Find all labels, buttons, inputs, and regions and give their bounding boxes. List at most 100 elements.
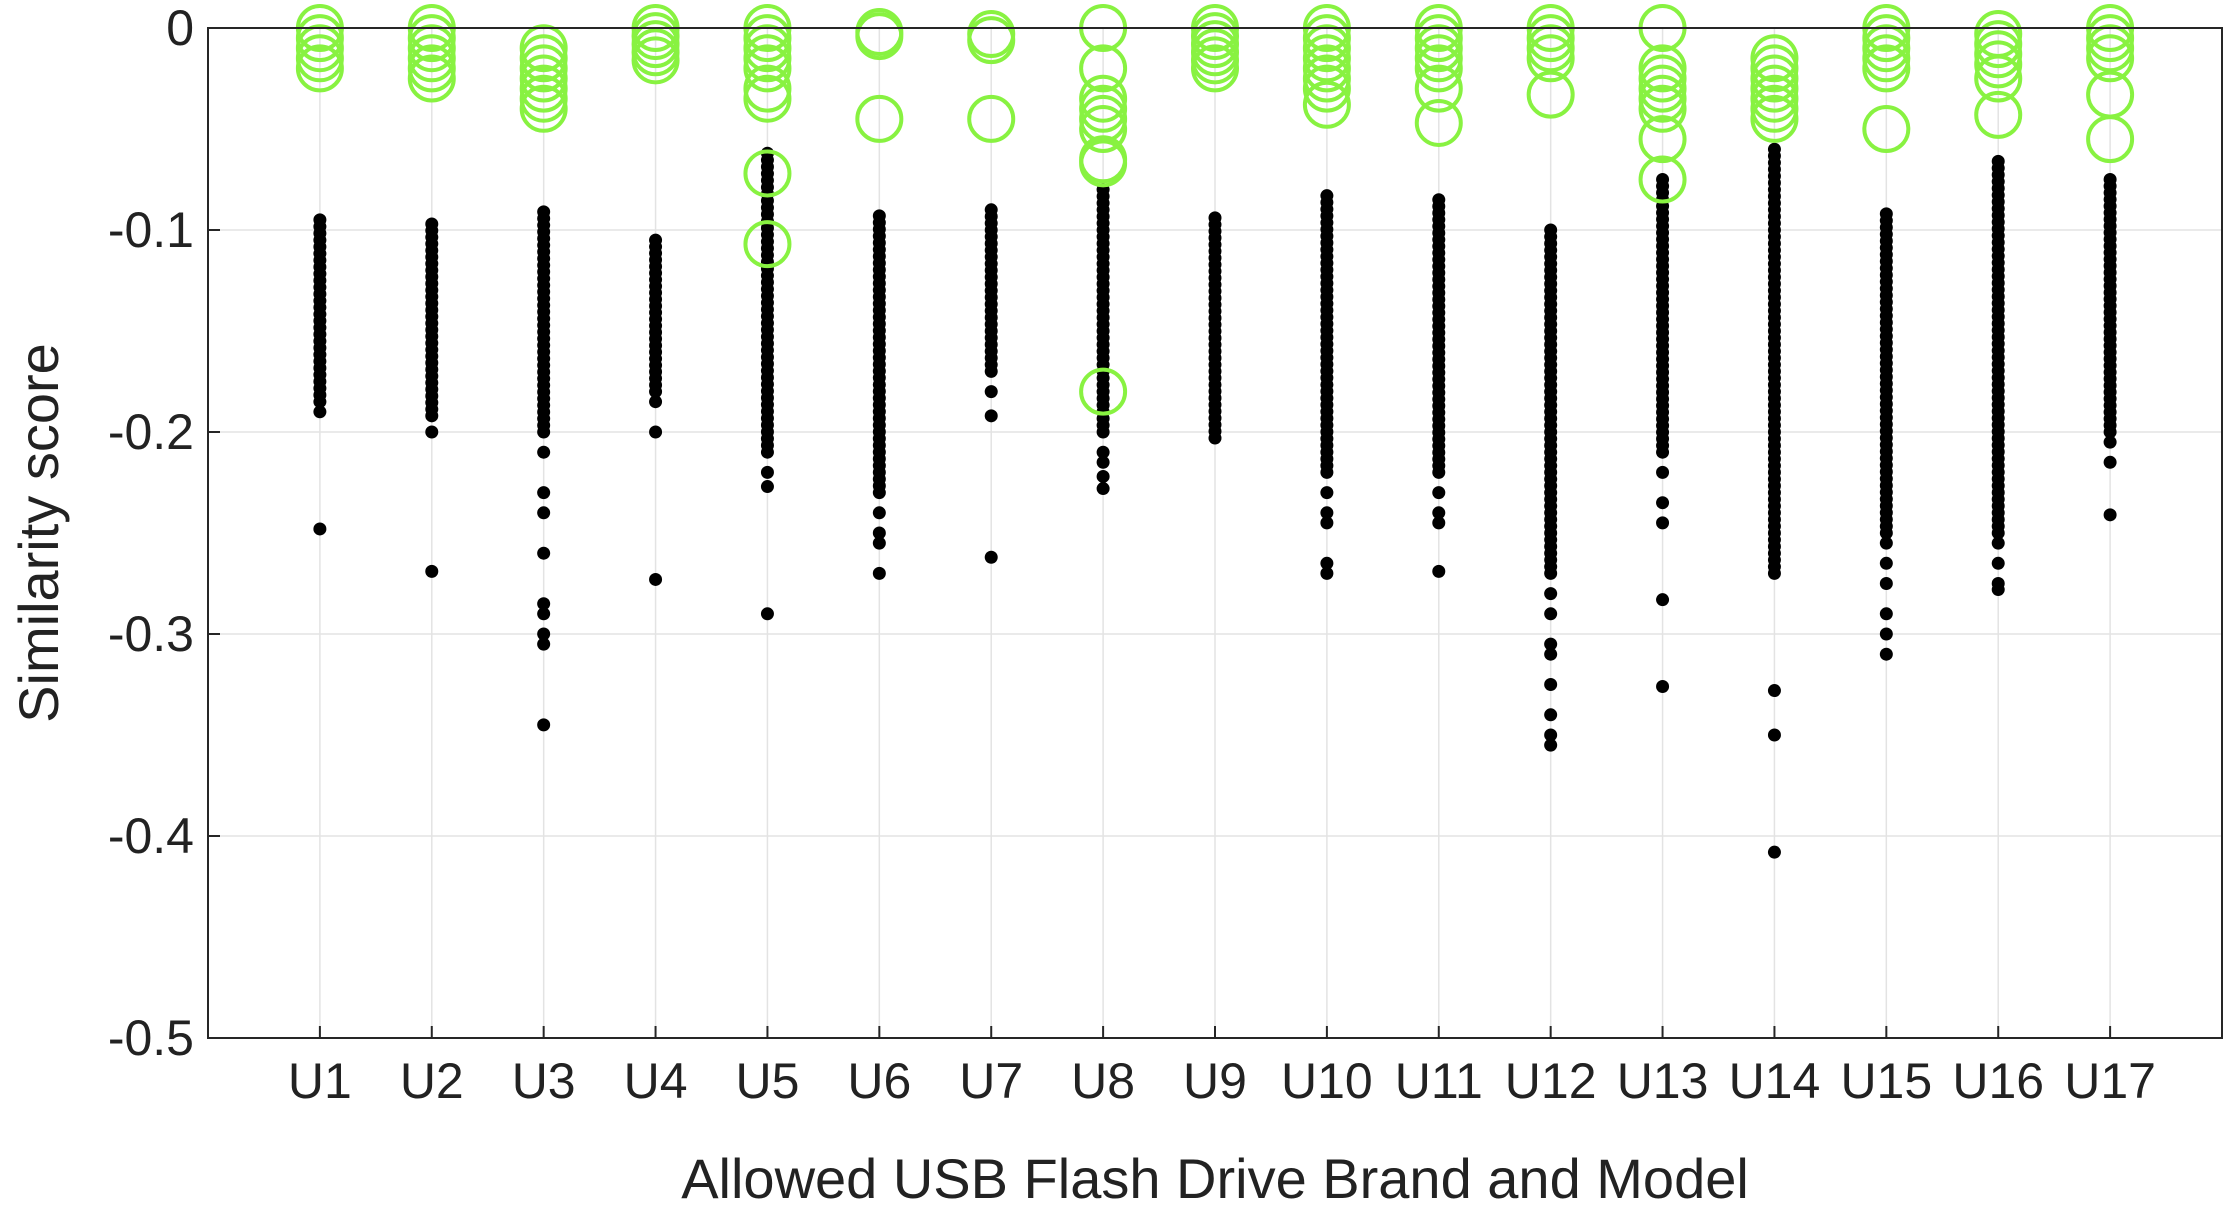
highlight-circle bbox=[1079, 139, 1128, 188]
highlight-circle bbox=[743, 14, 792, 63]
data-point bbox=[1879, 627, 1893, 641]
data-point bbox=[1320, 486, 1334, 500]
data-point bbox=[984, 385, 998, 399]
highlight-circle bbox=[743, 44, 792, 93]
highlight-circle bbox=[1638, 74, 1687, 123]
highlight-circle bbox=[295, 14, 344, 63]
data-point bbox=[649, 385, 663, 399]
highlight-circle bbox=[1079, 367, 1128, 416]
highlight-circle bbox=[295, 34, 344, 83]
highlight-circle bbox=[1862, 14, 1911, 63]
highlight-circle bbox=[1414, 64, 1463, 113]
highlight-circle bbox=[1079, 44, 1128, 93]
highlight-circle bbox=[1750, 34, 1799, 83]
y-tick-label: 0 bbox=[166, 0, 194, 56]
data-point bbox=[984, 550, 998, 564]
data-point bbox=[1656, 593, 1670, 607]
highlight-circle bbox=[519, 44, 568, 93]
highlight-circle bbox=[1302, 24, 1351, 73]
highlight-circle bbox=[1974, 40, 2023, 89]
data-point bbox=[1767, 845, 1781, 859]
x-tick-label: U3 bbox=[512, 1053, 576, 1109]
highlight-circle bbox=[1638, 54, 1687, 103]
highlighted-points bbox=[295, 4, 2135, 416]
data-point bbox=[1656, 496, 1670, 510]
x-tick-label: U9 bbox=[1183, 1053, 1247, 1109]
x-tick-label: U10 bbox=[1281, 1053, 1373, 1109]
data-point bbox=[649, 395, 663, 409]
highlight-circle bbox=[407, 34, 456, 83]
highlight-circle bbox=[967, 16, 1016, 65]
highlight-circle bbox=[407, 44, 456, 93]
highlight-circle bbox=[1302, 64, 1351, 113]
highlight-circle bbox=[631, 36, 680, 85]
data-point bbox=[760, 607, 774, 621]
data-point bbox=[872, 486, 886, 500]
data-point bbox=[1991, 583, 2005, 597]
y-tick-label: -0.1 bbox=[108, 202, 194, 258]
highlight-circle bbox=[2086, 34, 2135, 83]
highlight-circle bbox=[1750, 54, 1799, 103]
highlight-circle bbox=[1079, 105, 1128, 153]
highlight-circle bbox=[295, 44, 344, 93]
highlight-circle bbox=[743, 220, 792, 269]
data-point bbox=[537, 546, 551, 560]
highlight-circle bbox=[519, 54, 568, 103]
highlight-circle bbox=[1526, 14, 1575, 63]
data-point bbox=[2103, 455, 2117, 469]
data-point bbox=[1656, 680, 1670, 694]
y-tick-label: -0.5 bbox=[108, 1010, 194, 1066]
x-tick-label: U7 bbox=[959, 1053, 1023, 1109]
y-axis-label: Similarity score bbox=[7, 343, 70, 723]
highlight-circle bbox=[1638, 155, 1687, 204]
data-point bbox=[872, 526, 886, 540]
data-point bbox=[760, 445, 774, 459]
x-tick-label: U5 bbox=[735, 1053, 799, 1109]
data-point bbox=[1544, 587, 1558, 601]
x-tick-label: U16 bbox=[1952, 1053, 2044, 1109]
y-axis-ticks: 0 -0.1 -0.2 -0.3 -0.4 -0.5 bbox=[108, 0, 220, 1066]
highlight-circle bbox=[1974, 54, 2023, 103]
highlight-circle bbox=[295, 24, 344, 73]
highlight-circle bbox=[519, 74, 568, 123]
x-tick-label: U12 bbox=[1505, 1053, 1597, 1109]
data-point bbox=[537, 486, 551, 500]
data-point bbox=[537, 627, 551, 641]
highlight-circle bbox=[519, 64, 568, 113]
x-axis-ticks: U1 U2 U3 U4 U5 U6 U7 U8 U9 U10 U11 U12 U13 U14 U15 U16 U… bbox=[288, 1026, 2156, 1109]
data-point bbox=[1767, 728, 1781, 742]
highlight-circle bbox=[519, 84, 568, 133]
data-point bbox=[1208, 431, 1222, 445]
data-point bbox=[1544, 678, 1558, 691]
data-point bbox=[537, 607, 551, 621]
data-point bbox=[1320, 566, 1334, 580]
highlight-circle bbox=[743, 64, 792, 113]
data-point bbox=[1544, 607, 1558, 621]
data-point bbox=[1544, 738, 1558, 752]
highlight-circle bbox=[1414, 98, 1463, 147]
highlight-circle bbox=[1974, 30, 2023, 79]
data-point bbox=[1432, 465, 1446, 479]
highlight-circle bbox=[855, 12, 904, 61]
data-point bbox=[1544, 647, 1558, 661]
x-tick-label: U6 bbox=[847, 1053, 911, 1109]
data-point bbox=[1096, 482, 1110, 496]
highlight-circle bbox=[2086, 24, 2135, 73]
data-point bbox=[872, 566, 886, 580]
data-point bbox=[1991, 526, 2005, 540]
x-axis-label: Allowed USB Flash Drive Brand and Model bbox=[681, 1147, 1749, 1210]
data-point bbox=[872, 506, 886, 520]
data-point bbox=[537, 718, 551, 732]
y-tick-label: -0.3 bbox=[108, 606, 194, 662]
data-point bbox=[1991, 556, 2005, 570]
data-point bbox=[537, 506, 551, 520]
data-point bbox=[1656, 516, 1670, 530]
data-point bbox=[313, 395, 327, 409]
data-point bbox=[1656, 445, 1670, 459]
data-point bbox=[537, 445, 551, 459]
highlight-circle bbox=[1750, 44, 1799, 93]
highlight-circle bbox=[1302, 14, 1351, 63]
highlight-circle bbox=[1302, 34, 1351, 83]
highlight-circle bbox=[1638, 44, 1687, 93]
x-tick-label: U8 bbox=[1071, 1053, 1135, 1109]
